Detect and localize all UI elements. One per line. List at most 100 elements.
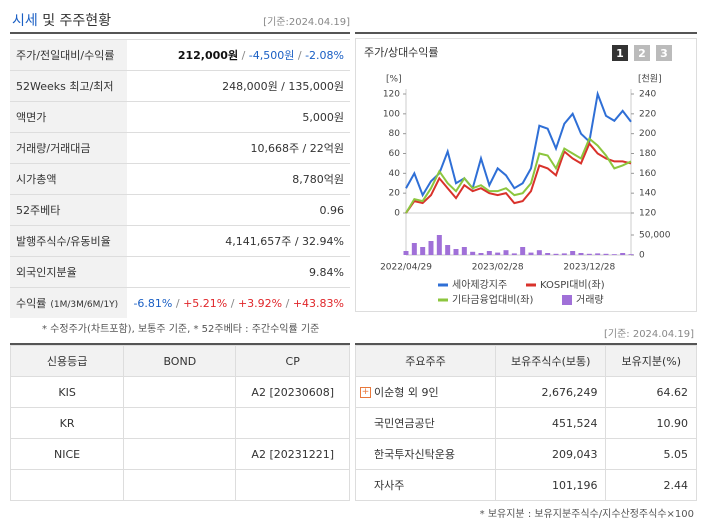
row: 국민연금공단 451,524 10.90 — [355, 407, 697, 439]
value-cell: 0.96 — [127, 194, 350, 226]
volume-bar — [561, 253, 567, 255]
cell — [123, 376, 237, 408]
chart: 주가/상대수익률 1 2 3 [%] [천원] 0 20 40 60 80 100 120 120 140 1… — [364, 45, 672, 306]
rule — [10, 343, 350, 345]
value-cell: 8,780억원 — [127, 163, 350, 195]
y-axis-label: [%] — [386, 75, 402, 85]
date: [기준:2024.04.19] — [263, 17, 350, 28]
volume-bar — [503, 250, 509, 255]
header-row: 주요주주 보유주식수(보통) 보유지분(%) — [355, 345, 697, 377]
title-rest: 및 주주현황 — [42, 13, 112, 29]
cell-text: 한국투자신탁운용 — [374, 448, 455, 461]
value: / — [282, 296, 293, 310]
row: 주가/전일대비/수익률 212,000원 / -4,500원 / -2.08% — [10, 39, 350, 71]
row: 자사주 101,196 2.44 — [355, 469, 697, 501]
footnote: * 수정주가(차트포함), 보통주 기준, * 52주베타 : 주간수익률 기준 — [42, 324, 320, 335]
label: 외국인지분율 — [16, 266, 77, 279]
y2-axis-label: [천원] — [638, 74, 662, 85]
y-tick-label: 100 — [383, 109, 400, 119]
cell-text: 국민연금공단 — [374, 417, 435, 430]
row: 발행주식수/유동비율 4,141,657주 / 32.94% — [10, 225, 350, 257]
value: -2.08% — [305, 49, 344, 62]
cell: KIS — [9, 376, 125, 408]
y-tick-label: 20 — [389, 189, 401, 199]
expand-icon: + — [360, 387, 371, 398]
y-tick-label: 0 — [394, 209, 400, 219]
value-cell: 4,141,657주 / 32.94% — [127, 225, 350, 257]
label: 수익률 — [16, 297, 47, 310]
legend-label: 기타금융업대비(좌) — [452, 293, 534, 306]
tab-label: 2 — [638, 47, 646, 60]
rule — [10, 32, 350, 34]
volume-bar — [478, 253, 484, 255]
volume-bar — [411, 243, 417, 255]
label: 액면가 — [16, 111, 47, 124]
value: 8,780억원 — [292, 173, 344, 186]
volume-bar — [520, 247, 526, 255]
cell-text: A2 [20231221] — [251, 447, 335, 461]
footnote: * 보유지분 : 보유지분주식수/지수산정주식수×100 — [479, 509, 694, 520]
row: 52주베타 0.96 — [10, 194, 350, 226]
cell-text: 209,043 — [551, 447, 598, 461]
cell-text: 자사주 — [374, 479, 405, 492]
value-cell: 212,000원 / -4,500원 / -2.08% — [127, 39, 350, 71]
label: 거래량/거래대금 — [16, 142, 91, 155]
header-cell: 보유주식수(보통) — [494, 345, 607, 377]
label-cell: 수익률 (1M/3M/6M/1Y) — [10, 287, 128, 318]
y-tick-label: 40 — [389, 169, 401, 179]
volume-bar — [620, 253, 626, 255]
volume-bar — [553, 253, 559, 255]
series-line — [405, 136, 632, 214]
value: / — [172, 296, 184, 310]
value: / — [238, 49, 249, 62]
label-note: (1M/3M/6M/1Y) — [50, 300, 119, 310]
y2-tick-label: 180 — [639, 149, 656, 159]
y-tick-label: 60 — [389, 149, 401, 159]
cell-text: KIS — [58, 385, 76, 399]
cell — [235, 469, 350, 501]
section-title: 시세 및 주주현황 — [12, 10, 111, 30]
y2-tick-label: 120 — [639, 209, 656, 219]
volume-bar — [536, 250, 542, 255]
y2-tick-label: 200 — [639, 129, 656, 139]
volume-bar — [528, 252, 534, 255]
volume-bar — [428, 241, 434, 255]
tab-button[interactable] — [656, 45, 672, 61]
row: + 이순형 외 9인 2,676,249 64.62 — [355, 376, 697, 408]
label: 시가총액 — [16, 173, 57, 186]
cell-text: 64.62 — [656, 385, 689, 399]
cell: A2 [20231221] — [235, 438, 350, 470]
value: 9.84% — [309, 265, 344, 279]
volume-bar — [453, 249, 459, 255]
value: +43.83% — [292, 296, 344, 310]
cell-text: NICE — [54, 447, 81, 461]
label-cell: 52주베타 — [10, 194, 128, 226]
value: +3.92% — [237, 296, 283, 310]
rule — [355, 32, 697, 34]
legend-label: KOSPI대비(좌) — [540, 279, 605, 291]
tab-button[interactable] — [612, 45, 628, 61]
cell — [9, 469, 125, 501]
volume-bar — [595, 253, 601, 255]
cell-text: A2 [20230608] — [251, 385, 335, 399]
cell: 2.44 — [605, 469, 697, 501]
cell — [123, 469, 237, 501]
value-cell: 10,668주 / 22억원 — [127, 132, 350, 164]
legend-swatch — [562, 295, 572, 305]
chart-panel: 주가/상대수익률 1 2 3 [%] [천원] 0 20 40 60 80 100 120 120 140 1… — [355, 38, 697, 312]
label-cell: 시가총액 — [10, 163, 128, 195]
y2-tick-label: 220 — [639, 109, 656, 119]
tab-button[interactable] — [634, 45, 650, 61]
cell: + 이순형 외 9인 — [355, 376, 496, 408]
value: -6.81% — [133, 296, 173, 310]
cell: 10.90 — [605, 407, 697, 439]
date: [기준: 2024.04.19] — [603, 329, 694, 340]
volume-bar — [545, 253, 551, 255]
cell: 2,676,249 — [494, 376, 607, 408]
header-cell: 주요주주 — [355, 345, 496, 377]
value: 212,000원 — [177, 49, 239, 62]
title-main: 시세 — [12, 13, 38, 29]
volume-bar — [603, 253, 609, 255]
x-tick-label: 2023/12/28 — [563, 263, 615, 273]
